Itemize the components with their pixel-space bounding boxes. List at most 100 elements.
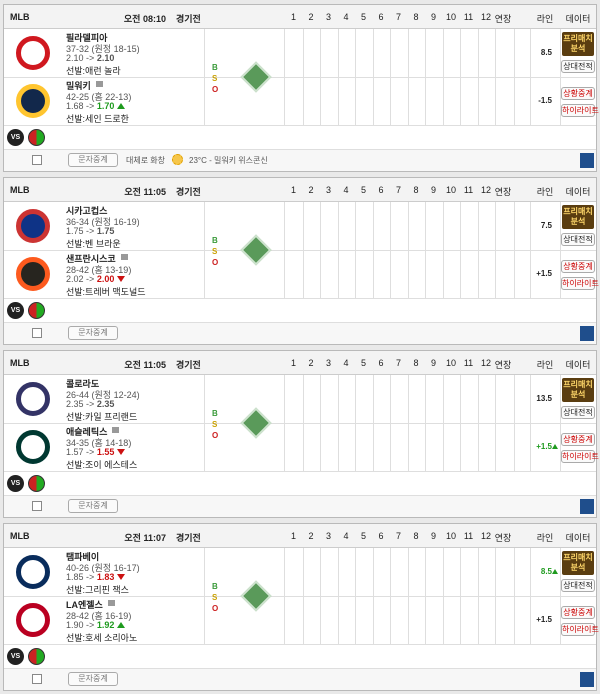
- live-button[interactable]: 상황중계: [561, 87, 595, 100]
- team-odds: 1.75 -> 1.75: [66, 226, 114, 236]
- team-odds: 2.02 -> 2.00: [66, 274, 126, 284]
- highlight-button[interactable]: 하이라이트: [561, 623, 599, 636]
- team-logo: [16, 84, 50, 118]
- starting-pitcher: 선발:애런 놀라: [66, 66, 121, 76]
- highlight-button[interactable]: 하이라이트: [561, 104, 599, 117]
- inning-label: 9: [430, 185, 436, 195]
- extra-label: 연장: [494, 360, 512, 370]
- highlight-button[interactable]: 하이라이트: [561, 450, 599, 463]
- game-status: 경기전: [176, 360, 201, 370]
- scroll-top-button[interactable]: [580, 153, 594, 168]
- prematch-button[interactable]: 프리매치 분석: [562, 205, 594, 229]
- inning-label: 8: [413, 358, 419, 368]
- h2h-button[interactable]: 상대전적: [561, 406, 595, 419]
- game-footer: 문자중계: [4, 496, 596, 517]
- prematch-button[interactable]: 프리매치 분석: [562, 378, 594, 402]
- odds-from: 1.68: [66, 101, 84, 111]
- h2h-button[interactable]: 상대전적: [561, 579, 595, 592]
- odds-from: 2.02: [66, 274, 84, 284]
- bso-letter: B: [212, 409, 218, 418]
- select-checkbox[interactable]: [32, 501, 42, 511]
- game-card: MLB 오전 11:05 경기전 1 2 3 4 5 6 7 8 9 10 11 12 연장 라인 데이터 B S O 시…: [3, 177, 599, 345]
- vs-badge: VS: [7, 302, 24, 319]
- odds-to: 1.75: [96, 226, 115, 236]
- starting-pitcher: 선발:조이 에스테스: [66, 460, 138, 470]
- inning-label: 11: [463, 531, 474, 541]
- game-status: 경기전: [176, 533, 201, 543]
- extra-label: 연장: [494, 14, 512, 24]
- odds-to: 1.83: [96, 572, 115, 582]
- bso-letter: S: [212, 247, 218, 256]
- inning-label: 3: [325, 531, 331, 541]
- line-value: +1.5: [536, 442, 552, 451]
- text-cast-button[interactable]: 문자중계: [68, 153, 118, 167]
- text-cast-button[interactable]: 문자중계: [68, 499, 118, 513]
- select-checkbox[interactable]: [32, 674, 42, 684]
- prematch-button[interactable]: 프리매치 분석: [562, 551, 594, 575]
- team-logo: [16, 555, 50, 589]
- inning-label: 7: [395, 185, 401, 195]
- inning-label: 5: [360, 12, 366, 22]
- inning-label: 2: [308, 185, 314, 195]
- inning-label: 12: [480, 12, 491, 22]
- live-button[interactable]: 상황중계: [561, 606, 595, 619]
- home-icon: [112, 427, 119, 433]
- line-label: 라인: [536, 360, 554, 370]
- row-line: [4, 77, 596, 78]
- odds-from: 2.35: [66, 399, 84, 409]
- team-record: 26-44 (원정 12-24): [66, 390, 140, 400]
- line-label: 라인: [536, 187, 554, 197]
- home-icon: [96, 81, 103, 87]
- text-cast-button[interactable]: 문자중계: [68, 326, 118, 340]
- live-button[interactable]: 상황중계: [561, 260, 595, 273]
- line-value: 8.5: [540, 567, 552, 576]
- inning-label: 11: [463, 12, 474, 22]
- team-odds: 1.68 -> 1.70: [66, 101, 126, 111]
- base-diamond: [240, 234, 272, 266]
- text-cast-button[interactable]: 문자중계: [68, 672, 118, 686]
- scroll-top-button[interactable]: [580, 499, 594, 514]
- starting-pitcher: 선발:세인 드로한: [66, 114, 129, 124]
- game-time: 오전 08:10: [123, 14, 166, 24]
- data-label: 데이터: [565, 187, 591, 197]
- team-record: 28-42 (홈 13-19): [66, 265, 132, 275]
- bso-letter: S: [212, 420, 218, 429]
- inning-label: 4: [343, 185, 349, 195]
- h2h-button[interactable]: 상대전적: [561, 233, 595, 246]
- h2h-button[interactable]: 상대전적: [561, 60, 595, 73]
- bso-letter: O: [212, 85, 219, 94]
- select-checkbox[interactable]: [32, 328, 42, 338]
- inning-label: 11: [463, 185, 474, 195]
- weather-icon: [172, 154, 183, 165]
- vs-badge: VS: [7, 129, 24, 146]
- league: MLB: [10, 185, 30, 195]
- odds-arrow: ->: [86, 447, 95, 457]
- scroll-top-button[interactable]: [580, 672, 594, 687]
- odds-trend-arrow: [117, 622, 126, 628]
- compare-icon: [28, 475, 45, 492]
- inning-label: 1: [290, 12, 296, 22]
- inning-label: 7: [395, 358, 401, 368]
- league: MLB: [10, 358, 30, 368]
- row-line: [4, 149, 596, 150]
- odds-to: 1.55: [96, 447, 115, 457]
- inning-label: 10: [445, 12, 456, 22]
- highlight-button[interactable]: 하이라이트: [561, 277, 599, 290]
- base-diamond: [240, 61, 272, 93]
- prematch-button[interactable]: 프리매치 분석: [562, 32, 594, 56]
- home-icon: [121, 254, 128, 260]
- compare-icon: [28, 302, 45, 319]
- odds-arrow: ->: [86, 101, 95, 111]
- live-button[interactable]: 상황중계: [561, 433, 595, 446]
- inning-label: 7: [395, 12, 401, 22]
- inning-label: 4: [343, 358, 349, 368]
- team-record: 36-34 (원정 16-19): [66, 217, 140, 227]
- line-value: +1.5: [536, 615, 552, 624]
- line-value: 8.5: [540, 48, 552, 57]
- select-checkbox[interactable]: [32, 155, 42, 165]
- scroll-top-button[interactable]: [580, 326, 594, 341]
- starting-pitcher: 선발:트레버 맥도널드: [66, 287, 146, 297]
- vs-badge: VS: [7, 648, 24, 665]
- team-logo: [16, 603, 50, 637]
